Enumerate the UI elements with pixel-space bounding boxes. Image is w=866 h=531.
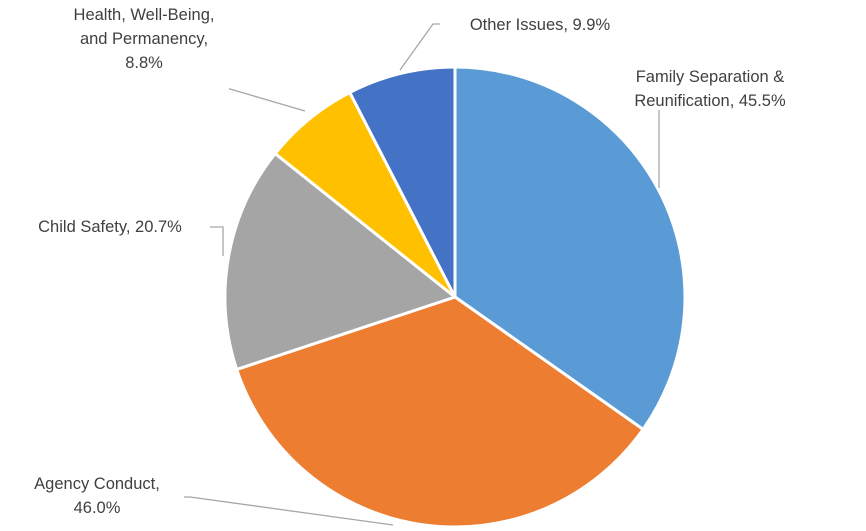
pie-slice-1	[235, 295, 645, 529]
pie-slice-4	[348, 65, 457, 299]
pie-slices	[223, 65, 687, 529]
leader-line-3	[229, 88, 306, 112]
data-label-line: Other Issues, 9.9%	[470, 16, 611, 34]
pie-slice-0	[453, 65, 687, 431]
data-label-line: Reunification, 45.5%	[634, 92, 786, 110]
data-label-1: Agency Conduct, 46.0%	[34, 475, 160, 517]
data-label-line: and Permanency,	[80, 30, 208, 48]
data-labels: Family Separation & Reunification, 45.5% A…	[34, 0, 786, 517]
data-label-0: Family Separation & Reunification, 45.5%	[634, 68, 786, 110]
leader-line-1	[184, 496, 394, 526]
leader-lines	[184, 23, 660, 526]
leader-line-4	[399, 23, 440, 71]
data-label-line: 46.0%	[74, 499, 121, 517]
data-label-line: Health, Well-Being,	[74, 6, 215, 24]
data-label-line: Agency Conduct,	[34, 475, 160, 493]
data-label-2: Child Safety, 20.7%	[38, 218, 182, 236]
data-label-line: 8.8%	[125, 54, 163, 72]
data-label-3: Dependent ChildHealth, Well-Being,and Pe…	[74, 0, 215, 72]
data-label-line: Family Separation &	[636, 68, 785, 86]
data-label-line: Child Safety, 20.7%	[38, 218, 182, 236]
pie-slice-2	[223, 152, 457, 371]
data-label-4: Other Issues, 9.9%	[470, 16, 611, 34]
leader-line-2	[210, 226, 224, 256]
